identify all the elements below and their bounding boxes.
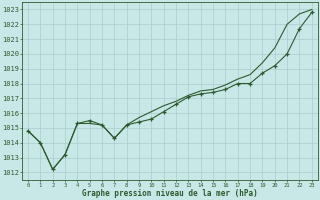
X-axis label: Graphe pression niveau de la mer (hPa): Graphe pression niveau de la mer (hPa) [82, 189, 258, 198]
